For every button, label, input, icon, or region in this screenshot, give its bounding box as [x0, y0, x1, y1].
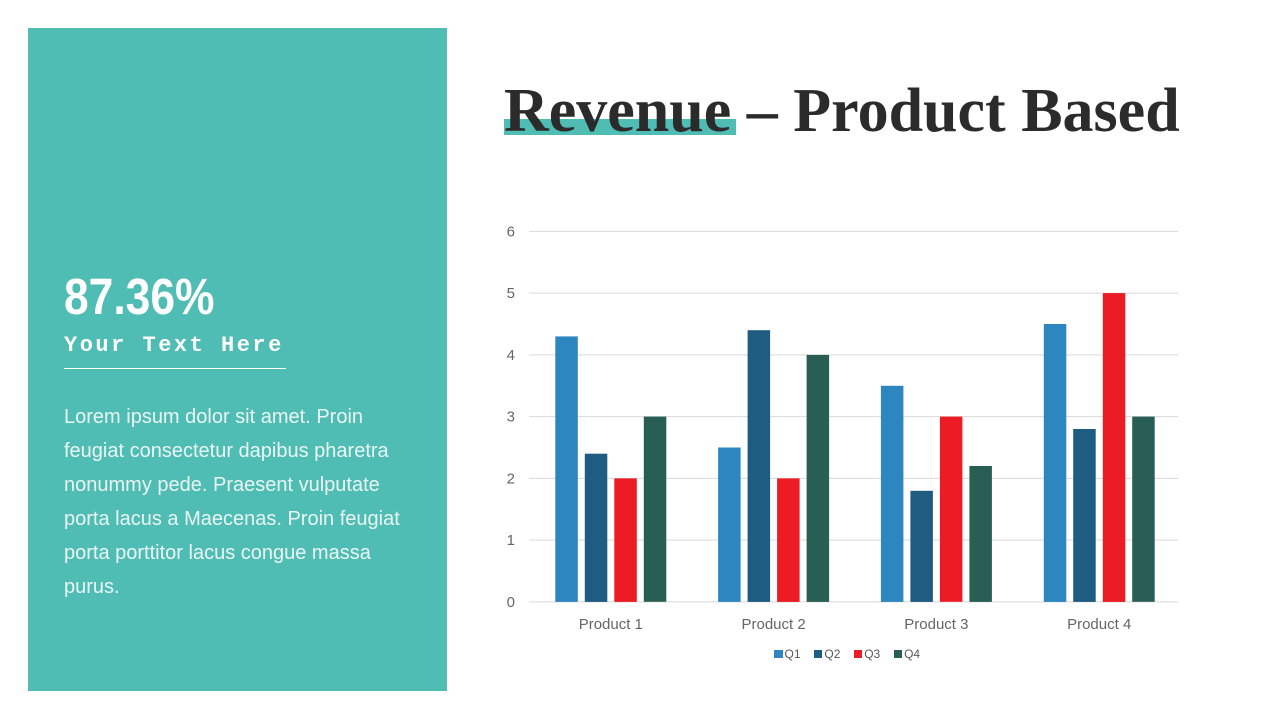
svg-text:3: 3	[507, 409, 515, 426]
svg-text:1: 1	[507, 532, 515, 549]
svg-text:Product 4: Product 4	[1067, 616, 1131, 633]
svg-text:4: 4	[507, 347, 515, 364]
svg-text:6: 6	[507, 225, 515, 240]
svg-text:Product 1: Product 1	[579, 616, 643, 633]
svg-text:Product 3: Product 3	[904, 616, 968, 633]
svg-text:0: 0	[507, 594, 515, 611]
svg-text:2: 2	[507, 470, 515, 487]
svg-text:Product 2: Product 2	[741, 616, 805, 633]
svg-text:5: 5	[507, 285, 515, 302]
